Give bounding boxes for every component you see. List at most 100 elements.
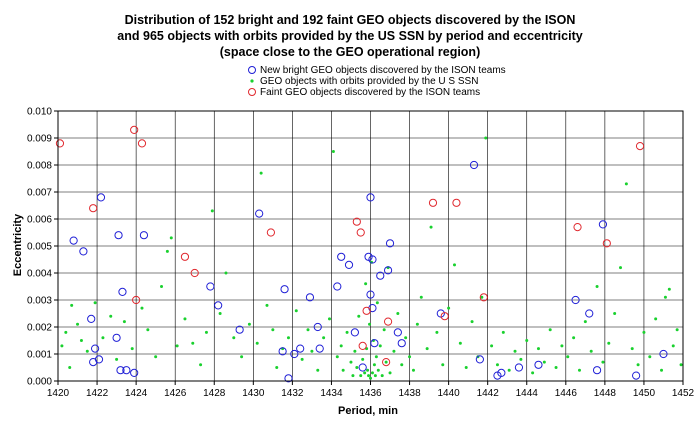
bright-object-point xyxy=(571,295,580,305)
ssn-object-point xyxy=(429,225,433,229)
faint-object-point xyxy=(130,125,139,134)
title-line-1: Distribution of 152 bright and 192 faint… xyxy=(124,13,576,27)
bright-object-point xyxy=(280,285,289,294)
x-tick-label: 1436 xyxy=(359,388,382,399)
title-line-2: and 965 objects with orbits provided by … xyxy=(117,29,583,43)
axis-ticks: 0.000 0.001 0.002 0.003 0.004 0.005 0.006 0.007… xyxy=(27,107,695,400)
bright-object-point xyxy=(585,309,594,318)
bright-object-point xyxy=(366,193,375,202)
ssn-object-point xyxy=(60,344,64,348)
bright-object-point xyxy=(397,339,406,348)
legend-label-faint: Faint GEO objects discovered by the ISON… xyxy=(260,87,480,98)
ssn-object-point xyxy=(380,374,384,378)
x-tick-label: 1448 xyxy=(594,388,617,399)
ssn-object-point xyxy=(366,368,370,372)
ssn-object-point xyxy=(367,374,371,378)
faint-series xyxy=(55,125,645,367)
ssn-object-point xyxy=(382,328,386,332)
ssn-object-point xyxy=(447,306,451,310)
ssn-object-point xyxy=(470,320,474,324)
ssn-object-point xyxy=(531,371,535,375)
bright-object-point xyxy=(305,293,315,302)
bright-object-point xyxy=(393,328,402,337)
bright-object-point xyxy=(370,339,379,348)
ssn-object-point xyxy=(240,355,244,359)
legend-label-bright: New bright GEO objects discovered by the… xyxy=(260,65,506,76)
ssn-object-point xyxy=(64,330,68,334)
ssn-object-point xyxy=(490,344,494,348)
ssn-object-point xyxy=(554,366,558,369)
ssn-object-point xyxy=(419,295,423,299)
ssn-object-point xyxy=(624,182,628,186)
bright-object-point xyxy=(206,282,215,291)
ssn-object-point xyxy=(335,355,339,359)
faint-object-point xyxy=(635,142,645,151)
ssn-object-point xyxy=(654,317,658,321)
ssn-object-point xyxy=(373,374,377,378)
ssn-object-point xyxy=(341,368,345,372)
ssn-object-point xyxy=(392,349,396,353)
ssn-object-point xyxy=(648,355,652,359)
faint-object-point xyxy=(89,204,98,213)
ssn-object-point xyxy=(93,301,97,305)
bright-object-point xyxy=(290,349,299,359)
x-tick-label: 1430 xyxy=(242,388,265,399)
bright-object-point xyxy=(350,328,359,337)
ssn-object-point xyxy=(204,330,208,334)
y-tick-label: 0.008 xyxy=(27,161,52,172)
ssn-object-point xyxy=(364,282,368,286)
ssn-object-point xyxy=(327,317,331,321)
legend-marker-ssn xyxy=(250,79,254,83)
ssn-object-point xyxy=(122,320,126,324)
faint-object-point xyxy=(190,268,199,278)
x-tick-label: 1438 xyxy=(398,388,421,399)
x-tick-label: 1444 xyxy=(516,388,539,399)
faint-object-point xyxy=(356,228,365,237)
ssn-object-point xyxy=(572,336,576,340)
y-tick-label: 0.003 xyxy=(27,296,52,307)
faint-object-point xyxy=(383,317,393,326)
bright-object-point xyxy=(344,260,354,269)
ssn-object-point xyxy=(140,306,144,310)
bright-object-point xyxy=(255,209,264,218)
ssn-object-point xyxy=(375,301,379,305)
bright-object-point xyxy=(96,193,106,202)
x-tick-label: 1432 xyxy=(281,388,304,399)
faint-object-point xyxy=(352,217,361,226)
faint-object-point xyxy=(266,228,275,237)
bright-object-point xyxy=(385,239,395,248)
bright-object-point xyxy=(514,363,524,372)
ssn-object-point xyxy=(363,371,367,375)
ssn-object-point xyxy=(378,344,382,348)
ssn-object-point xyxy=(160,285,164,288)
ssn-object-point xyxy=(480,295,484,299)
ssn-object-point xyxy=(525,339,529,342)
legend-label-ssn: GEO objects with orbits provided by the … xyxy=(260,76,478,87)
ssn-object-point xyxy=(169,236,173,240)
y-tick-label: 0.005 xyxy=(27,242,52,253)
bright-object-point xyxy=(592,366,602,375)
ssn-object-point xyxy=(130,347,134,351)
ssn-object-point xyxy=(369,376,372,380)
chart-title: Distribution of 152 bright and 192 faint… xyxy=(0,12,700,60)
ssn-object-point xyxy=(115,357,119,361)
x-tick-label: 1422 xyxy=(86,388,109,399)
bright-object-point xyxy=(632,371,641,380)
ssn-object-point xyxy=(349,360,353,364)
bright-object-point xyxy=(87,314,96,323)
x-tick-label: 1446 xyxy=(555,388,578,399)
ssn-object-point xyxy=(679,363,683,367)
bright-object-point xyxy=(116,366,125,375)
faint-object-point xyxy=(137,139,147,148)
ssn-object-point xyxy=(376,368,380,372)
bright-object-point xyxy=(69,236,78,245)
x-tick-label: 1428 xyxy=(203,388,226,399)
ssn-object-point xyxy=(589,349,593,353)
faint-object-point xyxy=(428,198,438,207)
legend-marker-faint xyxy=(248,88,256,96)
ssn-object-point xyxy=(667,287,671,291)
bright-object-point xyxy=(235,325,244,334)
ssn-object-point xyxy=(671,344,675,348)
bright-object-point xyxy=(333,282,342,291)
bright-object-point xyxy=(214,301,223,310)
